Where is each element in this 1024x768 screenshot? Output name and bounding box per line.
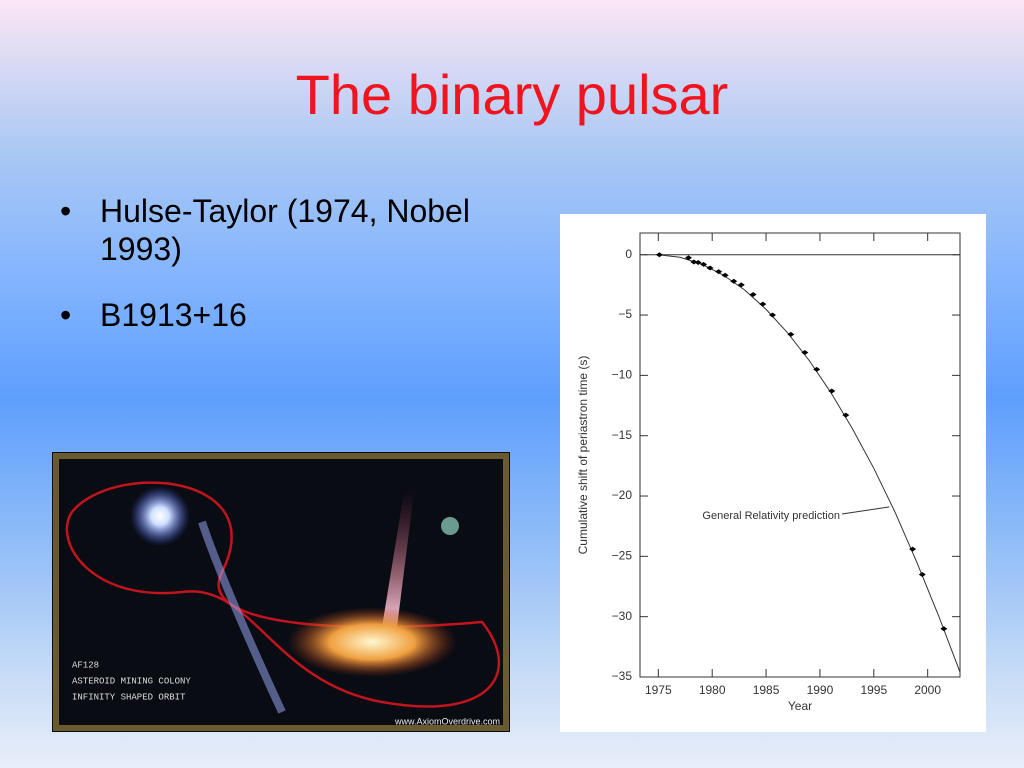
caption: ASTEROID MINING COLONY xyxy=(72,676,191,686)
data-point xyxy=(706,265,714,271)
data-point xyxy=(655,252,663,258)
x-tick-label: 1985 xyxy=(753,683,780,697)
data-point xyxy=(715,269,723,275)
frame xyxy=(53,453,509,731)
space xyxy=(52,452,510,732)
y-tick-label: −5 xyxy=(618,307,632,321)
data-point xyxy=(909,546,917,552)
accretion-disk xyxy=(287,607,457,677)
data-point xyxy=(749,292,757,298)
credit: www.AxiomOverdrive.com xyxy=(394,716,500,726)
annotation-leader xyxy=(841,506,890,515)
data-point xyxy=(694,260,702,266)
data-point xyxy=(940,626,948,632)
illustration: AF128 ASTEROID MINING COLONY INFINITY SH… xyxy=(52,452,510,732)
plot-frame xyxy=(639,232,961,678)
data-point xyxy=(787,331,795,337)
data-point xyxy=(690,259,698,265)
data-point xyxy=(759,301,767,307)
y-tick-label: −25 xyxy=(612,549,633,563)
x-tick-label: 1990 xyxy=(807,683,834,697)
data-point xyxy=(730,278,738,284)
data-point xyxy=(700,261,708,267)
chart: 1975 1980 1985 1990 1995 2000 0 −5 −10 −15 −20 −25 −… xyxy=(560,214,986,732)
data-point xyxy=(828,388,836,394)
data-point xyxy=(801,349,809,355)
bullet: B1913+16 xyxy=(60,296,520,334)
data-point xyxy=(721,272,729,278)
data-point xyxy=(737,282,745,288)
slide-title: The binary pulsar xyxy=(295,63,729,126)
data-point xyxy=(918,571,926,577)
x-tick-label: 2000 xyxy=(914,683,941,697)
caption: AF128 xyxy=(72,660,99,670)
caption: INFINITY SHAPED ORBIT xyxy=(72,692,186,702)
orbit xyxy=(65,481,500,708)
data-point xyxy=(684,255,692,261)
x-axis-label: Year xyxy=(788,699,812,713)
planet xyxy=(441,517,459,535)
annotation: General Relativity prediction xyxy=(702,510,840,522)
y-tick-label: −10 xyxy=(612,368,633,382)
y-tick-label: −35 xyxy=(612,669,633,683)
y-tick-label: −15 xyxy=(612,428,633,442)
y-tick-label: −30 xyxy=(612,609,633,623)
chart-background xyxy=(560,214,986,732)
x-tick-label: 1995 xyxy=(860,683,887,697)
data-point xyxy=(813,366,821,372)
stream xyxy=(198,520,286,714)
data-point xyxy=(842,412,850,418)
jet xyxy=(382,492,414,627)
star xyxy=(130,486,190,546)
x-tick-label: 1980 xyxy=(699,683,726,697)
x-tick-label: 1975 xyxy=(645,683,672,697)
data-point xyxy=(769,312,777,318)
y-tick-label: −20 xyxy=(612,488,633,502)
y-tick-label: 0 xyxy=(625,247,632,261)
y-axis-label: Cumulative shift of periastron time (s) xyxy=(576,356,590,555)
bullet: Hulse-Taylor (1974, Nobel 1993) xyxy=(60,192,520,268)
